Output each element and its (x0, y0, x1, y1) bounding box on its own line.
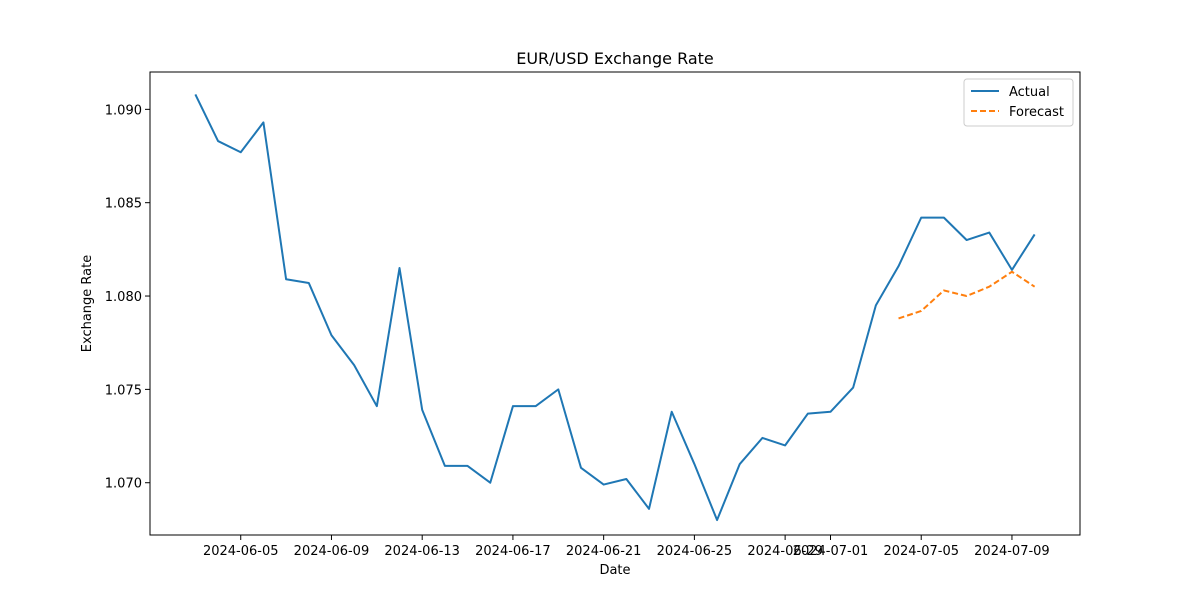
plot-area-frame (149, 71, 1081, 536)
x-axis-label: Date (599, 563, 630, 578)
x-tick-label: 2024-06-13 (384, 544, 460, 559)
legend-label-forecast: Forecast (1009, 105, 1064, 120)
legend: Actual Forecast (963, 78, 1074, 127)
x-tick-label: 2024-07-09 (974, 544, 1050, 559)
y-axis-label: Exchange Rate (80, 255, 95, 352)
y-tick-label: 1.090 (105, 103, 142, 118)
y-axis: 1.070 1.075 1.080 1.085 1.090 (105, 103, 150, 492)
legend-label-actual: Actual (1009, 85, 1050, 100)
x-tick-label: 2024-06-09 (294, 544, 370, 559)
x-tick-label: 2024-06-05 (203, 544, 279, 559)
x-tick-label: 2024-06-25 (657, 544, 733, 559)
y-tick-label: 1.075 (105, 383, 142, 398)
x-tick-label: 2024-06-29 (747, 544, 823, 559)
y-tick-label: 1.085 (105, 197, 142, 212)
series-line-forecast (898, 270, 1036, 320)
x-tick-label: 2024-06-17 (475, 544, 551, 559)
x-tick-label: 2024-07-05 (883, 544, 959, 559)
y-tick-label: 1.070 (105, 477, 142, 492)
x-tick-label: 2024-07-01 (793, 544, 869, 559)
x-tick-label: 2024-06-21 (566, 544, 642, 559)
x-axis: 2024-06-05 2024-06-09 2024-06-13 2024-06-17… (203, 535, 1050, 559)
chart-title: EUR/USD Exchange Rate (516, 49, 714, 68)
y-tick-label: 1.080 (105, 290, 142, 305)
series-line-actual (194, 93, 1036, 522)
